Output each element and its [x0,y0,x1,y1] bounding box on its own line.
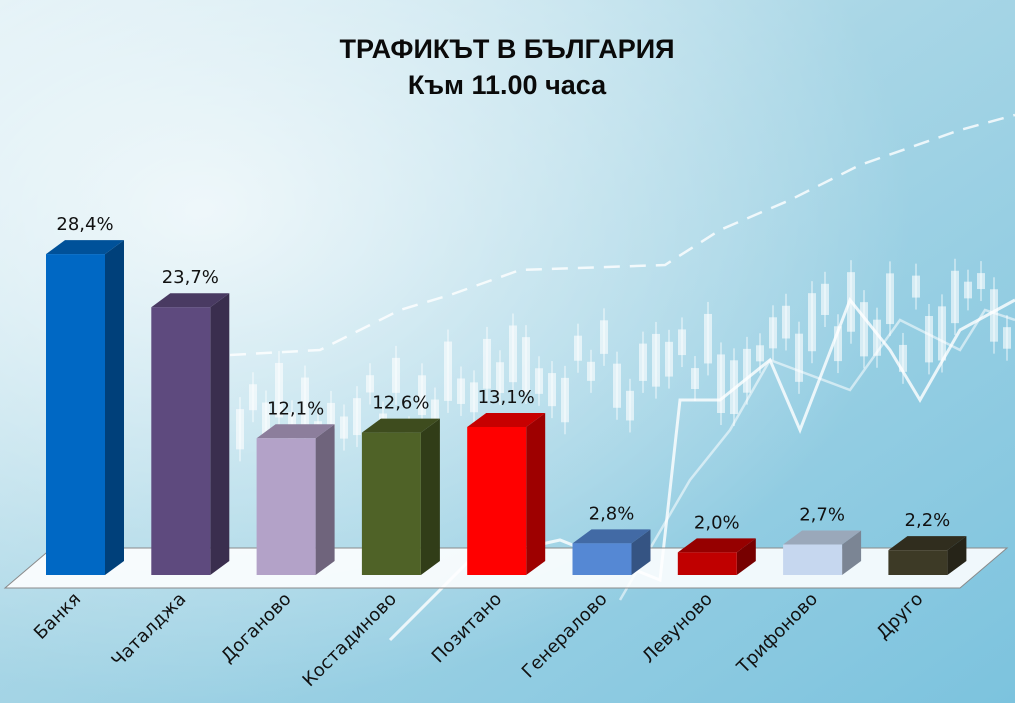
bar-value-label: 23,7% [162,267,219,288]
bar-top [151,293,230,308]
bar-top [888,536,967,551]
bar-front [572,543,632,575]
bar-front [151,307,211,575]
bar-top [46,240,124,255]
bar-side [210,293,230,575]
bar-top [256,424,335,439]
chart-subtitle: Към 11.00 часа [408,70,607,100]
bar [46,240,124,575]
bar [361,418,440,575]
bar-value-label: 12,6% [372,393,429,414]
bar-front [677,552,737,575]
bar-value-label: 13,1% [478,387,535,408]
bar-side [947,536,967,575]
bar-value-label: 2,8% [589,503,635,524]
bar-side [631,529,651,575]
bar-top [783,530,862,545]
trend-line-solid-2 [618,308,1015,601]
bar-side [842,530,862,575]
bar-front [467,426,527,575]
bar [783,530,862,575]
bar-front [783,544,843,575]
bar-top [467,412,546,427]
bar-top [572,529,651,544]
bar [572,529,651,575]
trend-line-dashed [229,113,1015,357]
bar [677,538,756,575]
bars-group [46,240,967,575]
bar-front [256,438,316,575]
bar-front [46,254,105,575]
bar-value-label: 28,4% [56,214,113,235]
bar-side [315,424,335,575]
bar-value-label: 2,0% [694,512,740,533]
bar-value-label: 2,2% [905,510,951,531]
bar-front [361,432,421,575]
bar-top [677,538,756,553]
bar-side [736,538,756,575]
bar-side [526,412,546,575]
value-labels-group: 28,4% 23,7% 12,1% 12,6% 13,1% 2,8% 2,0% 2,7% 2,2… [56,214,950,533]
bar-side [420,418,440,575]
bar [151,293,230,575]
bar-value-label: 2,7% [799,504,845,525]
bar [888,536,967,575]
bar [256,424,335,575]
chart-title: ТРАФИКЪТ В БЪЛГАРИЯ [339,34,674,64]
bar-top [361,418,440,433]
bar [467,412,546,575]
bar-side [105,240,124,575]
bar-front [888,550,948,575]
bar-value-label: 12,1% [267,398,324,419]
